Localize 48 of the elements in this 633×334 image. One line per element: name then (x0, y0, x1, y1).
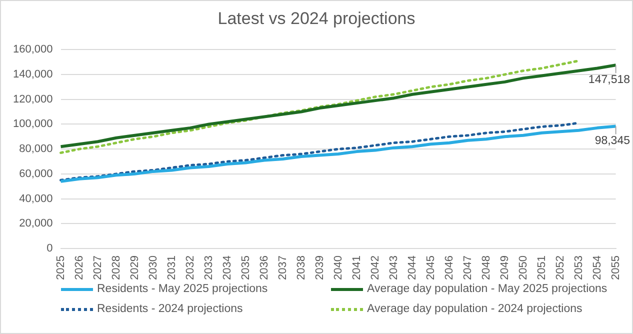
x-tick-label: 2031 (166, 256, 178, 280)
legend-label: Average day population - May 2025 projections (367, 283, 608, 295)
data-label: 98,345 (594, 135, 630, 148)
x-tick-label: 2033 (202, 256, 215, 280)
x-tick-label: 2049 (498, 256, 511, 280)
x-tick-label: 2035 (240, 256, 252, 280)
line-series (60, 60, 580, 154)
x-tick-label: 2039 (314, 256, 326, 280)
x-tick-label: 2045 (424, 256, 437, 280)
y-tick-label: 140,000 (12, 68, 53, 80)
x-tick-label: 2046 (443, 256, 456, 280)
x-tick-label: 2053 (572, 256, 585, 280)
legend-label: Average day population - 2024 projections (367, 303, 582, 315)
x-tick-label: 2029 (128, 256, 141, 280)
legend-label: Residents - May 2025 projections (97, 283, 268, 295)
legend-label: Residents - 2024 projections (97, 303, 243, 315)
x-tick-label: 2044 (406, 256, 418, 280)
x-tick-label: 2037 (276, 256, 289, 280)
x-tick-label: 2027 (92, 256, 104, 280)
y-tick-label: 20,000 (19, 218, 53, 230)
x-tick-label: 2036 (258, 256, 270, 280)
x-tick-label: 2051 (536, 256, 548, 280)
x-tick-label: 2055 (610, 256, 622, 280)
x-tick-label: 2028 (110, 256, 122, 280)
x-tick-label: 2042 (369, 256, 382, 280)
x-tick-label: 2048 (480, 256, 492, 280)
y-tick-label: 160,000 (12, 44, 53, 56)
x-tick-label: 2025 (54, 256, 67, 280)
x-tick-label: 2041 (350, 256, 363, 280)
chart-title: Latest vs 2024 projections (216, 9, 416, 29)
x-tick-label: 2032 (184, 256, 196, 280)
x-tick-label: 2052 (554, 256, 566, 280)
x-tick-label: 2043 (388, 256, 400, 280)
y-tick-label: 60,000 (19, 168, 53, 180)
x-tick-label: 2050 (517, 256, 530, 280)
x-tick-label: 2026 (73, 256, 86, 280)
y-tick-label: 80,000 (19, 143, 53, 156)
y-tick-label: 100,000 (12, 118, 53, 130)
y-tick-label: 120,000 (12, 93, 53, 106)
data-label: 147,518 (588, 74, 630, 86)
y-tick-label: 40,000 (19, 192, 53, 205)
x-tick-label: 2047 (462, 256, 474, 280)
x-tick-label: 2038 (295, 256, 308, 280)
x-tick-label: 2030 (147, 256, 160, 280)
x-tick-label: 2034 (221, 256, 234, 280)
y-tick-label: 0 (46, 242, 53, 255)
x-tick-label: 2040 (332, 256, 344, 280)
x-tick-label: 2054 (591, 256, 604, 280)
